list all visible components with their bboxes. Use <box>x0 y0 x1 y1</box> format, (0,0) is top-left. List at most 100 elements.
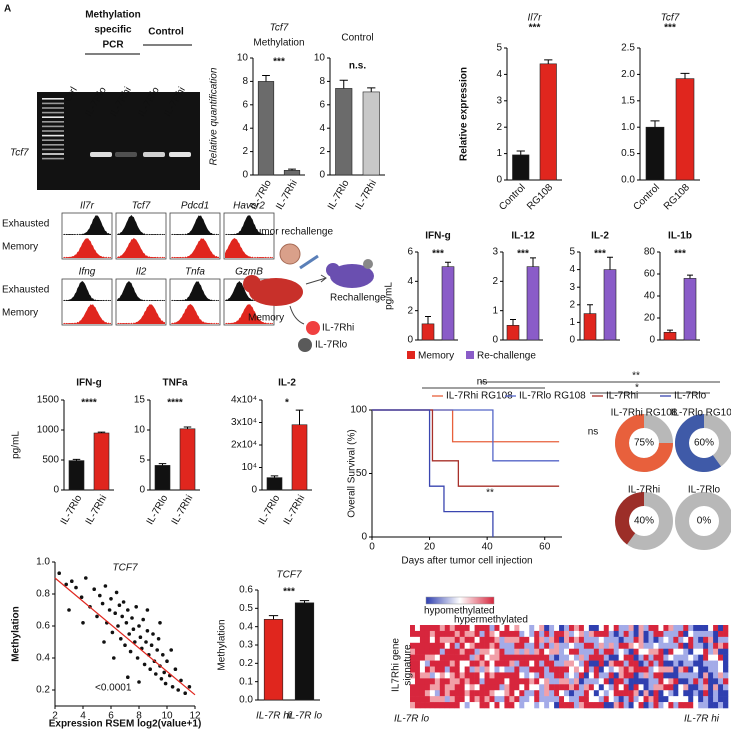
panel-label: A <box>4 4 11 15</box>
significance: ns <box>588 427 599 438</box>
heatmap-cell <box>479 684 485 691</box>
heatmap-cell <box>519 648 525 655</box>
y-tick-label: 0.4 <box>36 653 50 664</box>
heatmap-cell <box>504 690 510 697</box>
heatmap-cell <box>593 684 600 691</box>
heatmap-cell <box>693 625 699 632</box>
heatmap-cell <box>524 630 530 638</box>
heatmap-cell <box>559 678 565 685</box>
heatmap-cell <box>419 625 426 632</box>
y-tick-label: 1.0 <box>36 557 50 568</box>
heatmap-cell <box>544 654 550 661</box>
heatmap-cell <box>554 696 560 703</box>
heatmap-cell <box>410 666 416 673</box>
heatmap-cell <box>444 660 451 667</box>
heatmap-cell <box>593 648 600 655</box>
point <box>130 616 134 620</box>
x-tick-label: 6 <box>108 711 114 722</box>
heatmap-cell <box>554 684 560 691</box>
heatmap-cell <box>424 648 431 655</box>
point <box>98 593 102 598</box>
heatmap-cell <box>489 702 495 709</box>
heatmap-cell <box>713 636 719 644</box>
heatmap-cell <box>434 684 441 691</box>
heatmap-cell <box>509 660 515 667</box>
point <box>110 630 115 635</box>
x-tick-label: 60 <box>539 542 551 553</box>
ladder-band <box>42 111 64 114</box>
bar <box>335 88 353 176</box>
arrow <box>289 305 305 325</box>
point <box>100 601 105 606</box>
heatmap-cell <box>723 642 729 650</box>
heatmap-cell <box>613 660 619 667</box>
heatmap-cell <box>424 702 431 709</box>
heatmap-cell <box>648 625 654 632</box>
heatmap-cell <box>514 625 520 632</box>
heatmap-cell <box>459 690 465 697</box>
heatmap-cell <box>559 654 565 661</box>
heatmap-cell <box>569 654 575 661</box>
histogram-exhausted <box>63 281 111 301</box>
heatmap-cell <box>459 625 465 632</box>
heatmap-cell <box>569 684 575 691</box>
heatmap-cell <box>688 636 694 644</box>
heatmap-cell <box>668 630 674 638</box>
point <box>112 656 116 660</box>
heatmap-cell <box>588 678 595 685</box>
heatmap-cell <box>718 690 724 697</box>
heatmap-cell <box>583 625 590 632</box>
heatmap-cell <box>479 678 485 685</box>
heatmap-cell <box>524 666 530 673</box>
heatmap-cell <box>519 660 525 667</box>
y-tick-label: 2.5 <box>621 43 635 54</box>
heatmap-cell <box>678 625 684 632</box>
bar <box>675 78 695 181</box>
heatmap-cell <box>484 648 490 655</box>
heatmap-cell <box>529 630 535 638</box>
heatmap-cell <box>519 642 525 650</box>
heatmap-cell <box>569 678 575 685</box>
heatmap-cell <box>449 642 456 650</box>
heatmap-cell <box>479 642 485 650</box>
heatmap-cell <box>703 648 709 655</box>
y-tick-label: 10 <box>314 53 326 64</box>
bar <box>362 91 380 176</box>
y-tick-label: 4 <box>569 264 575 275</box>
y-tick-label: 0 <box>361 532 367 543</box>
y-tick-label: 0.4 <box>239 621 253 632</box>
x-axis-label: Expression RSEM log2(value+1) <box>49 719 202 730</box>
heatmap-cell <box>678 642 684 650</box>
heatmap-cell <box>554 630 560 638</box>
significance: **** <box>81 398 97 409</box>
heatmap-cell <box>464 696 470 703</box>
heatmap-cell <box>683 666 689 673</box>
point <box>92 587 96 591</box>
heatmap-cell <box>693 678 699 685</box>
heatmap-cell <box>474 648 480 655</box>
point <box>183 691 187 695</box>
significance: * <box>285 398 289 409</box>
error-bar <box>510 318 516 326</box>
heatmap-cell <box>414 660 421 667</box>
heatmap-cell <box>648 696 654 703</box>
heatmap-cell <box>623 678 629 685</box>
y-tick-label: 2 <box>319 146 325 157</box>
y-tick-label: 0 <box>251 485 257 496</box>
heatmap-cell <box>554 636 560 644</box>
heatmap-cell <box>504 672 510 679</box>
y-tick-label: 2 <box>569 299 575 310</box>
heatmap-cell <box>598 678 605 685</box>
heatmap-cell <box>559 690 565 697</box>
point <box>165 659 169 663</box>
heatmap-cell <box>673 672 679 679</box>
heatmap-cell <box>564 678 570 685</box>
heatmap-cell <box>509 678 515 685</box>
point <box>133 640 137 644</box>
heatmap-cell <box>554 625 560 632</box>
heatmap-cell <box>618 678 624 685</box>
heatmap-cell <box>494 630 500 638</box>
histogram-memory <box>225 238 273 258</box>
p-value: <0.0001 <box>95 683 132 694</box>
heatmap-cell <box>693 666 699 673</box>
